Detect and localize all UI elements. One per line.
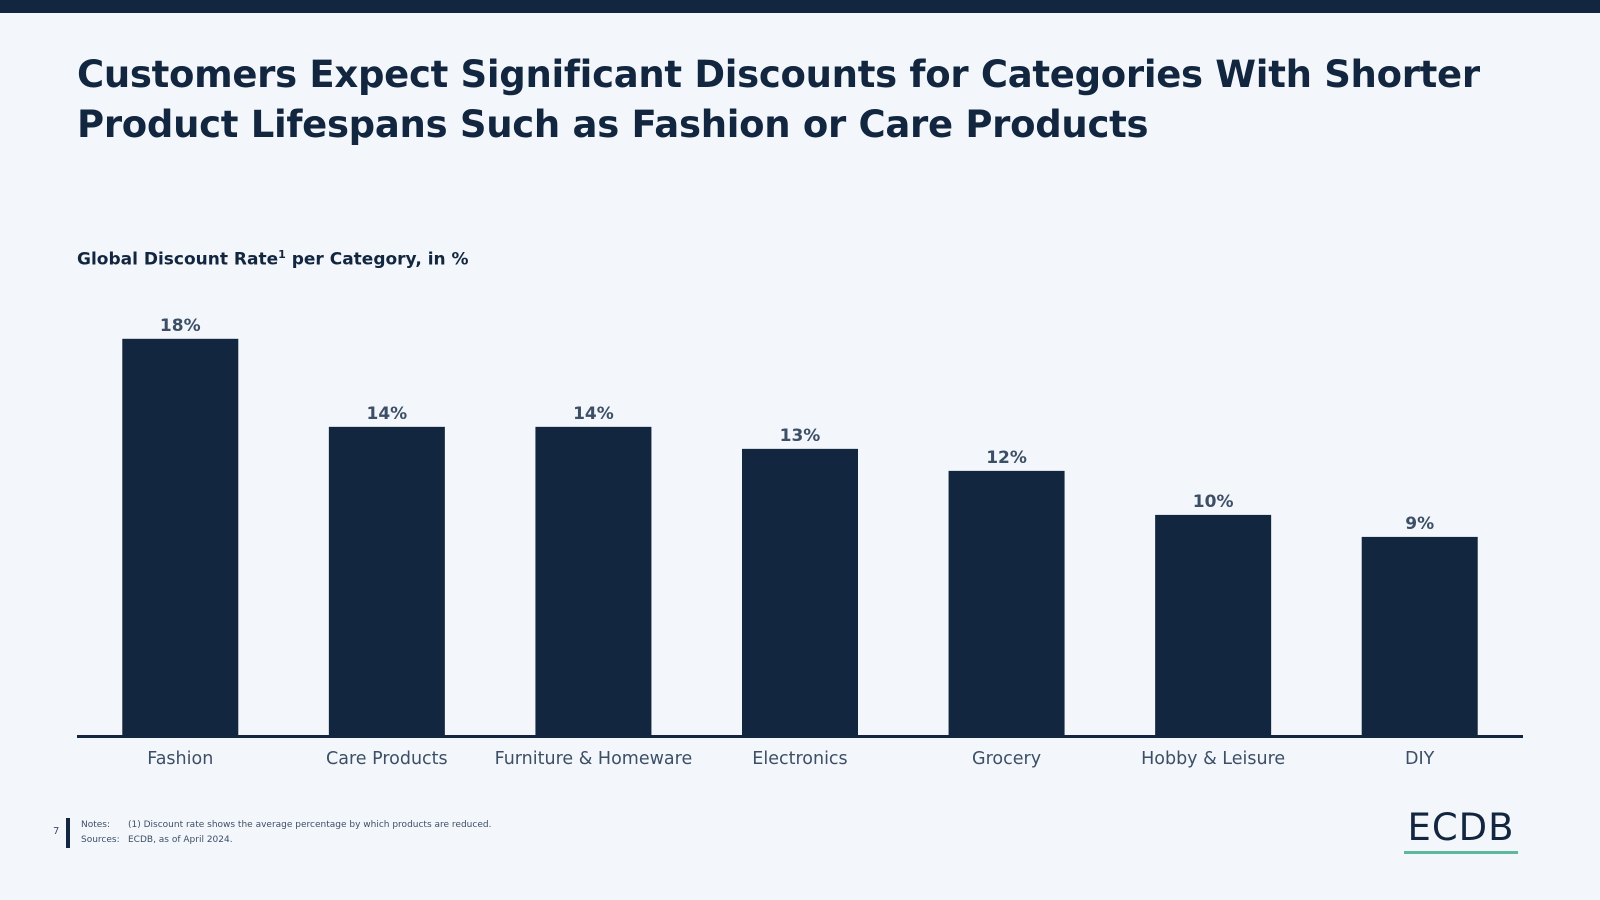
bar-chart: 18% Fashion 14% Care Products 14% Furniture &…: [77, 316, 1523, 769]
category-label: Hobby & Leisure: [1141, 749, 1285, 769]
logo-underline: [1404, 851, 1518, 854]
top-bar: [0, 0, 1600, 13]
category-label: Electronics: [752, 749, 847, 769]
bar-diy: [1361, 536, 1478, 735]
bar-value-label: 9%: [1405, 514, 1434, 534]
chart-subtitle-main: Global Discount Rate: [77, 249, 279, 270]
ecdb-logo: ECDB: [1402, 808, 1520, 864]
chart-subtitle-rest: per Category, in %: [285, 249, 469, 270]
sources-text: ECDB, as of April 2024.: [128, 835, 233, 845]
category-label: Furniture & Homeware: [495, 749, 693, 769]
page-title: Customers Expect Significant Discounts f…: [77, 53, 1480, 146]
category-label: Fashion: [147, 749, 213, 769]
chart-subtitle: Global Discount Rate1 per Category, in %: [77, 248, 469, 270]
bar-value-label: 14%: [367, 404, 408, 424]
bar-furniture-homeware: [535, 426, 652, 735]
category-label: DIY: [1405, 749, 1435, 769]
notes-text: (1) Discount rate shows the average perc…: [128, 820, 492, 830]
bar-value-label: 12%: [986, 448, 1027, 468]
category-label: Grocery: [972, 749, 1041, 769]
bar-hobby-leisure: [1155, 514, 1272, 735]
bar-care-products: [328, 426, 445, 735]
category-label: Care Products: [326, 749, 448, 769]
bar-value-label: 10%: [1193, 492, 1234, 512]
bar-grocery: [948, 470, 1065, 735]
chart-subtitle-footnote: 1: [278, 248, 286, 261]
page-number: 7: [53, 826, 60, 837]
bar-value-label: 18%: [160, 316, 201, 336]
footer-notes: Notes: (1) Discount rate shows the averag…: [81, 818, 491, 848]
bar-value-label: 14%: [573, 404, 614, 424]
sources-label: Sources:: [81, 835, 120, 845]
bar-fashion: [122, 338, 239, 735]
footer-divider: [66, 818, 70, 848]
notes-label: Notes:: [81, 820, 111, 830]
bar-value-label: 13%: [780, 426, 821, 446]
bar-electronics: [742, 448, 858, 735]
logo-text: ECDB: [1407, 806, 1515, 849]
